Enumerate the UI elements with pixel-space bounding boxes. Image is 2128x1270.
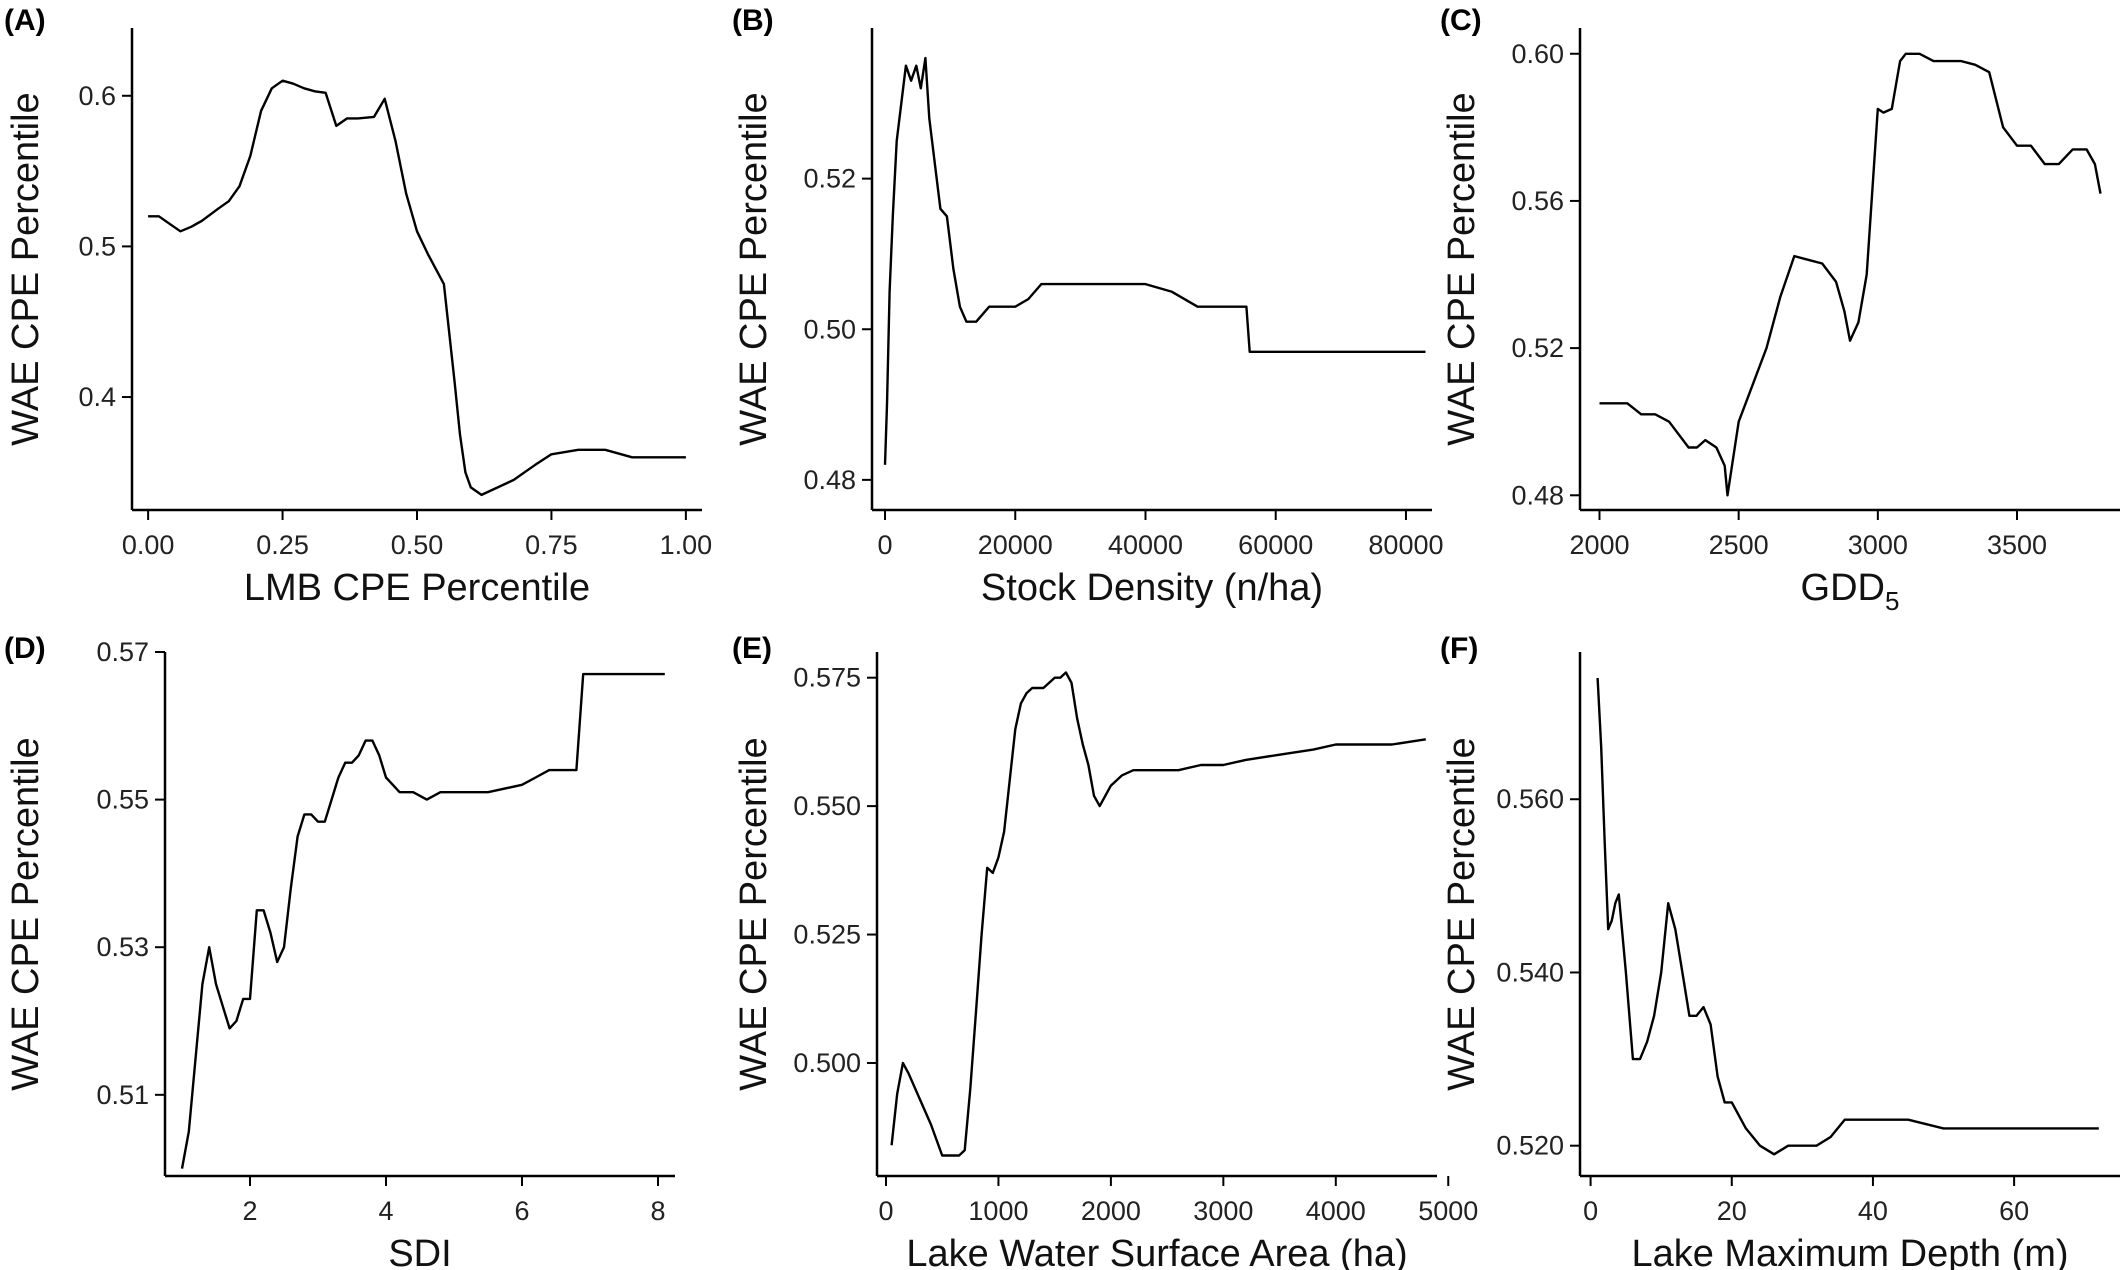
x-tick-label: 1000 — [968, 1196, 1028, 1226]
x-axis-title-text: LMB CPE Percentile — [244, 567, 590, 609]
y-axis-title: WAE CPE Percentile — [1441, 737, 1483, 1090]
series-line — [890, 671, 1426, 1157]
y-tick-label: 0.53 — [96, 932, 149, 962]
x-tick-label: 20000 — [978, 530, 1053, 560]
chart-panel-5: (E) 0 1000 2000 3000 4000 5000 0.500 0.525 0.550 0… — [732, 632, 1478, 1270]
series-line — [883, 56, 1426, 465]
x-tick-label: 0.25 — [256, 530, 309, 560]
y-axis-title: WAE CPE Percentile — [5, 737, 47, 1090]
x-tick-label: 0 — [1583, 1196, 1598, 1226]
x-axis-title-text: Stock Density (n/ha) — [981, 567, 1323, 609]
y-tick-label: 0.60 — [1511, 39, 1564, 69]
y-axis-title: WAE CPE Percentile — [1441, 92, 1483, 445]
x-tick-label: 1.00 — [660, 530, 713, 560]
x-axis-title: Lake Maximum Depth (m) — [1631, 1233, 2068, 1270]
x-tick-label: 4000 — [1306, 1196, 1366, 1226]
x-axis-title-subscript: 5 — [1885, 586, 1899, 616]
x-tick-label: 0.00 — [122, 530, 175, 560]
y-tick-label: 0.500 — [793, 1048, 861, 1078]
x-axis-title-text: GDD — [1801, 567, 1885, 609]
series-line — [148, 79, 686, 497]
x-axis-title: SDI — [388, 1233, 451, 1270]
y-tick-label: 0.575 — [793, 663, 861, 693]
x-tick-label: 3000 — [1193, 1196, 1253, 1226]
x-tick-label: 60000 — [1238, 530, 1313, 560]
panel-label: (E) — [732, 632, 772, 665]
x-tick-label: 6 — [514, 1196, 529, 1226]
x-axis-title-text: Lake Water Surface Area (ha) — [906, 1233, 1407, 1270]
panel-label: (D) — [4, 632, 46, 665]
y-tick-label: 0.52 — [1511, 333, 1564, 363]
x-axis-title: Lake Water Surface Area (ha) — [906, 1233, 1407, 1270]
chart-panel-4: (D) 2 4 6 8 0.51 0.53 0.55 0.57 SDI WAE CPE Percen… — [4, 632, 675, 1270]
x-tick-label: 3000 — [1848, 530, 1908, 560]
series-line — [180, 672, 665, 1169]
y-tick-label: 0.560 — [1496, 784, 1564, 814]
y-tick-label: 0.4 — [78, 382, 116, 412]
x-axis-title: LMB CPE Percentile — [244, 567, 590, 609]
y-tick-label: 0.540 — [1496, 957, 1564, 987]
y-tick-label: 0.57 — [96, 637, 149, 667]
y-tick-label: 0.52 — [803, 164, 856, 194]
y-axis-title: WAE CPE Percentile — [5, 92, 47, 445]
chart-panel-1: (A) 0.00 0.25 0.50 0.75 1.00 0.4 0.5 0.6 LMB CPE … — [4, 4, 712, 609]
panel-label: (B) — [732, 4, 774, 37]
y-tick-label: 0.48 — [803, 465, 856, 495]
x-tick-label: 3500 — [1987, 530, 2047, 560]
y-tick-label: 0.56 — [1511, 186, 1564, 216]
x-axis-title: GDD5 — [1801, 567, 1900, 616]
x-tick-label: 4 — [378, 1196, 393, 1226]
x-tick-label: 80000 — [1368, 530, 1443, 560]
y-tick-label: 0.48 — [1511, 480, 1564, 510]
y-tick-label: 0.55 — [96, 785, 149, 815]
y-axis-title: WAE CPE Percentile — [733, 92, 775, 445]
x-tick-label: 20 — [1717, 1196, 1747, 1226]
chart-panel-3: (C) 2000 2500 3000 3500 0.48 0.52 0.56 0.60 GDD5 W… — [1440, 4, 2120, 616]
panel-label: (F) — [1440, 632, 1478, 665]
panel-label: (C) — [1440, 4, 1482, 37]
x-axis-title-text: Lake Maximum Depth (m) — [1631, 1233, 2068, 1270]
series-line — [1596, 677, 2099, 1156]
y-axis-title: WAE CPE Percentile — [733, 737, 775, 1090]
x-axis-title: Stock Density (n/ha) — [981, 567, 1323, 609]
y-tick-label: 0.51 — [96, 1080, 149, 1110]
x-tick-label: 2000 — [1081, 1196, 1141, 1226]
x-tick-label: 8 — [650, 1196, 665, 1226]
y-tick-label: 0.520 — [1496, 1131, 1564, 1161]
x-tick-label: 5000 — [1418, 1196, 1478, 1226]
x-tick-label: 0 — [878, 530, 893, 560]
series-line — [1599, 52, 2102, 497]
y-tick-label: 0.50 — [803, 314, 856, 344]
y-tick-label: 0.6 — [78, 81, 116, 111]
x-tick-label: 2 — [242, 1196, 257, 1226]
panel-label: (A) — [4, 4, 46, 37]
y-tick-label: 0.525 — [793, 920, 861, 950]
x-tick-label: 0.50 — [391, 530, 444, 560]
y-tick-label: 0.550 — [793, 791, 861, 821]
x-tick-label: 2000 — [1569, 530, 1629, 560]
chart-panel-6: (F) 0 20 40 60 0.520 0.540 0.560 Lake Maximum De… — [1440, 632, 2120, 1270]
x-tick-label: 0 — [878, 1196, 893, 1226]
x-tick-label: 2500 — [1709, 530, 1769, 560]
chart-panel-2: (B) 0 20000 40000 60000 80000 0.48 0.50 0.52 Stoc… — [732, 4, 1444, 609]
x-tick-label: 40000 — [1108, 530, 1183, 560]
x-tick-label: 60 — [1999, 1196, 2029, 1226]
x-axis-title-text: SDI — [388, 1233, 451, 1270]
x-tick-label: 40 — [1858, 1196, 1888, 1226]
x-tick-label: 0.75 — [525, 530, 578, 560]
y-tick-label: 0.5 — [78, 231, 116, 261]
